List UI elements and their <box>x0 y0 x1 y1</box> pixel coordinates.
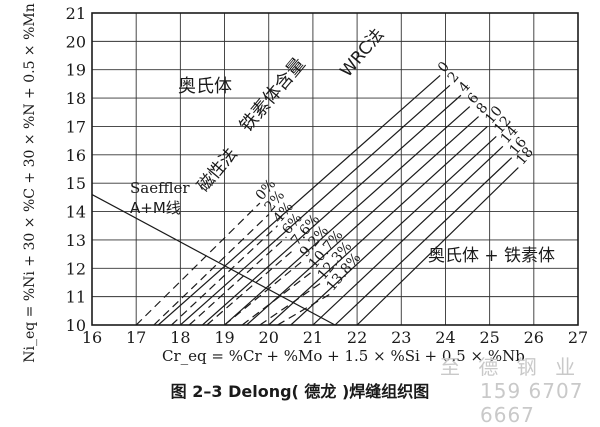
am-line-label: A+M线 <box>130 199 181 217</box>
y-tick-label: 11 <box>66 288 86 307</box>
y-tick-label: 17 <box>66 117 86 136</box>
wrc-line <box>356 167 519 325</box>
magnetic-line <box>206 247 296 325</box>
watermark-line-2: 159 6707 6667 <box>480 379 584 427</box>
wrc-line <box>290 135 497 325</box>
x-tick-label: 22 <box>347 328 367 347</box>
x-tick-label: 26 <box>524 328 544 347</box>
x-tick-label: 17 <box>126 328 146 347</box>
figure: 16 17 18 19 20 21 22 23 24 25 26 27 10 11 12 13 14 15 16 17… <box>22 3 589 427</box>
wrc-line <box>202 94 462 325</box>
x-tick-label: 24 <box>435 328 455 347</box>
magnetic-line <box>241 270 314 325</box>
series-lines <box>92 74 519 325</box>
x-tick-label: 23 <box>391 328 411 347</box>
magnetic-line <box>224 259 305 325</box>
magnetic-line <box>135 202 261 325</box>
wrc-method-label: WRC法 <box>337 25 389 81</box>
watermark-line-1: 至 德 钢 业 <box>440 355 582 379</box>
x-tick-label: 19 <box>214 328 234 347</box>
y-tick-label: 14 <box>66 203 86 222</box>
magnetic-line <box>188 236 287 325</box>
chart: 16 17 18 19 20 21 22 23 24 25 26 27 10 11 12 13 14 15 16 17… <box>66 4 589 347</box>
x-tick-label: 18 <box>170 328 190 347</box>
wrc-line <box>334 157 513 325</box>
wrc-line <box>312 145 504 325</box>
wrc-line <box>246 116 479 325</box>
y-axis-title: Ni_eq = %Ni + 30 × %C + 30 × %N + 0.5 × … <box>22 3 38 363</box>
schaeffler-am-line <box>92 193 336 325</box>
y-tick-label: 12 <box>66 259 86 278</box>
magnetic-line <box>277 293 331 325</box>
region-austenite-label: 奥氏体 <box>178 76 232 97</box>
region-austenite-ferrite-label: 奥氏体 + 铁素体 <box>428 246 555 266</box>
figure-caption: 图 2–3 Delong( 德龙 )焊缝组织图 <box>170 382 430 401</box>
y-tick-label: 15 <box>66 174 86 193</box>
x-tick-label: 25 <box>479 328 499 347</box>
wrc-line <box>224 106 471 325</box>
x-tick-label: 27 <box>568 328 588 347</box>
y-tick-label: 21 <box>66 4 86 23</box>
y-tick-label: 19 <box>66 61 86 80</box>
y-tick-label: 16 <box>66 146 86 165</box>
magnetic-line <box>153 213 270 325</box>
y-tick-label: 13 <box>66 231 86 250</box>
wrc-line <box>179 84 451 325</box>
x-tick-label: 21 <box>303 328 323 347</box>
magnetic-method-label: 磁性法 <box>194 144 242 196</box>
y-tick-label: 10 <box>66 316 86 335</box>
x-tick-label: 20 <box>259 328 279 347</box>
saeffler-label: Saeffler <box>130 179 190 197</box>
ferrite-content-label: 铁素体含量 <box>236 54 310 136</box>
wrc-line <box>268 126 488 325</box>
magnetic-line <box>171 225 278 325</box>
wrc-line <box>157 74 441 325</box>
y-tick-label: 18 <box>66 89 86 108</box>
x-tick-label: 16 <box>82 328 102 347</box>
watermark: 至 德 钢 业 159 6707 6667 <box>430 355 600 427</box>
x-axis-title: Cr_eq = %Cr + %Mo + 1.5 × %Si + 0.5 × %N… <box>162 347 525 365</box>
y-tick-label: 20 <box>66 32 86 51</box>
